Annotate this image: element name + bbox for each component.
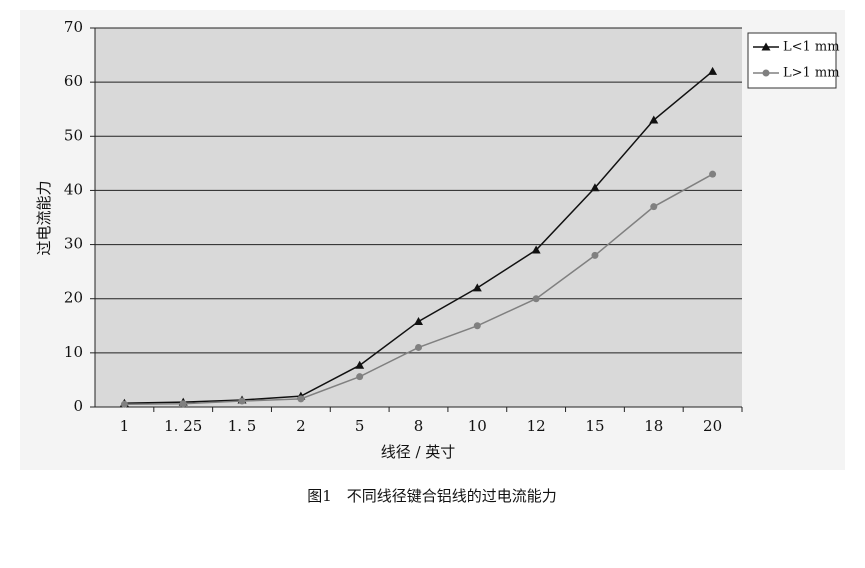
- marker: [355, 360, 365, 369]
- y-tick-label: 0: [73, 397, 83, 415]
- marker: [356, 373, 364, 381]
- marker: [415, 343, 422, 351]
- plot-area: [95, 28, 742, 407]
- marker: [761, 42, 771, 51]
- y-tick-label: 70: [64, 18, 83, 36]
- marker: [708, 66, 718, 75]
- marker: [473, 322, 481, 330]
- y-tick-label: 60: [64, 72, 83, 90]
- marker: [532, 295, 540, 303]
- marker: [472, 283, 482, 292]
- y-tick-label: 30: [64, 235, 83, 253]
- marker: [649, 115, 659, 124]
- marker: [120, 400, 128, 408]
- legend-label: L>1 mm: [783, 66, 840, 81]
- caption: 图1 不同线径键合铝线的过电流能力: [307, 487, 557, 505]
- x-axis-label: 线径 / 英寸: [381, 443, 456, 461]
- y-tick-label: 20: [64, 289, 83, 307]
- marker: [591, 251, 599, 259]
- x-tick-label: 10: [468, 417, 487, 435]
- y-axis-label: 过电流能力: [35, 180, 53, 255]
- marker: [238, 397, 246, 405]
- x-tick-label: 1. 25: [164, 417, 202, 435]
- marker: [709, 170, 717, 178]
- x-tick-label: 2: [296, 417, 306, 435]
- legend-box: [747, 32, 837, 89]
- x-tick-label: 18: [644, 417, 663, 435]
- marker: [531, 245, 541, 254]
- y-tick-label: 40: [64, 180, 83, 198]
- legend-label: L<1 mm: [783, 40, 840, 55]
- y-tick-label: 50: [64, 126, 83, 144]
- marker: [650, 203, 658, 211]
- marker: [179, 400, 187, 408]
- x-tick-label: 8: [414, 417, 424, 435]
- x-tick-label: 15: [585, 417, 604, 435]
- marker: [762, 69, 770, 77]
- x-tick-label: 1: [120, 417, 130, 435]
- marker: [590, 183, 600, 192]
- x-tick-label: 1. 5: [228, 417, 257, 435]
- marker: [414, 316, 423, 325]
- y-tick-label: 10: [64, 343, 83, 361]
- x-tick-label: 20: [703, 417, 722, 435]
- x-tick-label: 5: [355, 417, 365, 435]
- marker: [297, 395, 305, 403]
- x-tick-label: 12: [527, 417, 546, 435]
